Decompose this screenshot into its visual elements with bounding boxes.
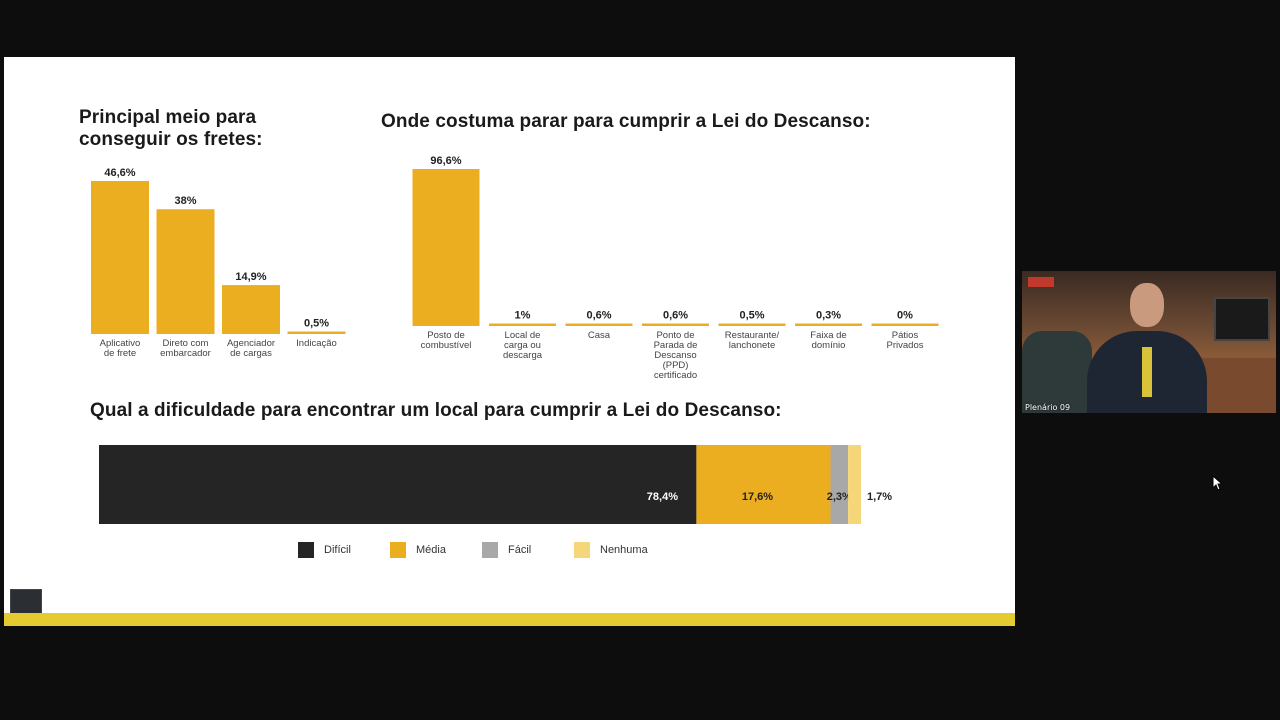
chart3-value-label-3: 1,7% [867,491,892,503]
chart1-bar-3 [287,331,346,334]
chart2-bar-5 [795,323,862,326]
chart3-legend-swatch-3 [574,542,590,558]
chart1-value-label-3: 0,5% [304,318,329,330]
chart2-bar-6 [871,323,939,326]
chart3-segment-2 [830,445,849,524]
chart3-plot: 78,4% 17,6% 2,3% 1,7% [99,445,892,524]
chart2-value-label-4: 0,5% [739,310,764,322]
chart2-bar-2 [565,323,633,326]
chart2-value-label-1: 1% [515,310,531,322]
chart1-title: Principal meio para conseguir os fretes: [79,107,263,150]
chart2-category-label-3: Ponto de Parada de Descanso (PPD) certificad… [654,330,698,381]
chart2-bar-1 [489,323,556,326]
chart1-value-label-0: 46,6% [104,167,135,179]
chart1-category-label-3: Indicação [296,338,337,349]
chart3-value-label-2: 2,3% [827,491,852,503]
chart2-value-label-3: 0,6% [663,310,688,322]
webcam-lanyard [1142,347,1152,397]
chart2-title: Onde costuma parar para cumprir a Lei do… [381,111,871,132]
chart3-legend: Difícil Média Fácil Nenhuma [298,542,666,558]
chart3-legend-label-1: Média [416,544,446,556]
chart3-segment-3 [848,445,861,524]
chart2-value-label-0: 96,6% [430,155,461,167]
chart1-value-label-2: 14,9% [235,271,266,283]
chart2-category-label-0: Posto de combustível [421,330,472,351]
webcam-room-label: Plenário 09 [1025,403,1071,412]
chart3-legend-label-0: Difícil [324,544,351,556]
chart1-category-label-2: Agenciador de cargas [227,338,275,359]
chart1-bar-1 [156,209,215,334]
chart2-category-label-5: Faixa de domínio [810,330,846,351]
chart2-plot: 96,6% Posto de combustível 1% Local de carga … [412,155,939,381]
webcam-logo [1028,277,1054,287]
chart1-bar-2 [222,285,280,334]
chart3-segment-1 [696,445,831,524]
chart2-category-label-2: Casa [588,330,611,341]
chart2-bar-0 [412,169,480,326]
mouse-cursor-icon [1212,475,1222,491]
chart3-legend-swatch-2 [482,542,498,558]
webcam-chair [1022,331,1092,413]
chart1-value-label-1: 38% [174,195,196,207]
chart1-plot: 46,6% Aplicativo de frete 38% Direto com emba… [91,167,346,359]
chart3-legend-item-1: Média [390,542,482,558]
chart3-title: Qual a dificuldade para encontrar um loc… [90,400,782,421]
chart2-value-label-6: 0% [897,310,913,322]
chart3-legend-item-0: Difícil [298,542,390,558]
slide-bottom-stripe [4,613,1015,626]
presentation-slide: Principal meio para conseguir os fretes:… [4,57,1015,626]
webcam-monitor [1214,297,1270,341]
chart3-legend-swatch-0 [298,542,314,558]
chart3-legend-item-3: Nenhuma [574,542,666,558]
chart2-category-label-6: Pátios Privados [887,330,924,351]
chart3-legend-swatch-1 [390,542,406,558]
chart3-value-label-0: 78,4% [647,491,678,503]
webcam-speaker-head [1130,283,1164,327]
chart3-value-label-1: 17,6% [742,491,773,503]
chart3-legend-label-2: Fácil [508,544,532,556]
chart2-bar-4 [718,323,786,326]
chart2-value-label-5: 0,3% [816,310,841,322]
chart2-value-label-2: 0,6% [586,310,611,322]
chart1-category-label-0: Aplicativo de frete [100,338,141,359]
chart3-segment-0 [99,445,697,524]
chart1-bar-0 [91,181,149,334]
webcam-feed: Plenário 09 [1022,271,1276,413]
chart2-category-label-4: Restaurante/lanchonete [725,330,780,351]
chart2-category-label-1: Local de carga ou descarga [503,330,543,361]
chart3-legend-label-3: Nenhuma [600,544,648,556]
chart1-category-label-1: Direto com embarcador [160,338,211,359]
chart2-bar-3 [642,323,709,326]
chart3-legend-item-2: Fácil [482,542,574,558]
